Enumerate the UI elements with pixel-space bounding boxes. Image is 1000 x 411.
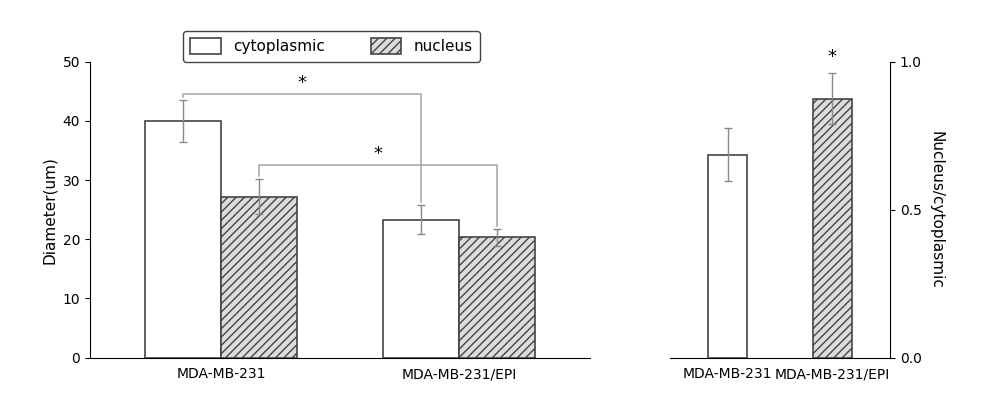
- Legend: cytoplasmic, nucleus: cytoplasmic, nucleus: [183, 31, 480, 62]
- Bar: [459, 238, 535, 358]
- Y-axis label: Nucleus/cytoplasmic: Nucleus/cytoplasmic: [929, 131, 944, 289]
- Bar: [383, 219, 459, 358]
- Bar: [708, 155, 747, 358]
- Y-axis label: Diameter(um): Diameter(um): [42, 156, 57, 263]
- Bar: [813, 99, 852, 358]
- Bar: [145, 121, 221, 358]
- Text: *: *: [828, 48, 837, 66]
- Text: *: *: [297, 74, 306, 92]
- Text: *: *: [374, 145, 383, 164]
- Bar: [221, 196, 297, 358]
